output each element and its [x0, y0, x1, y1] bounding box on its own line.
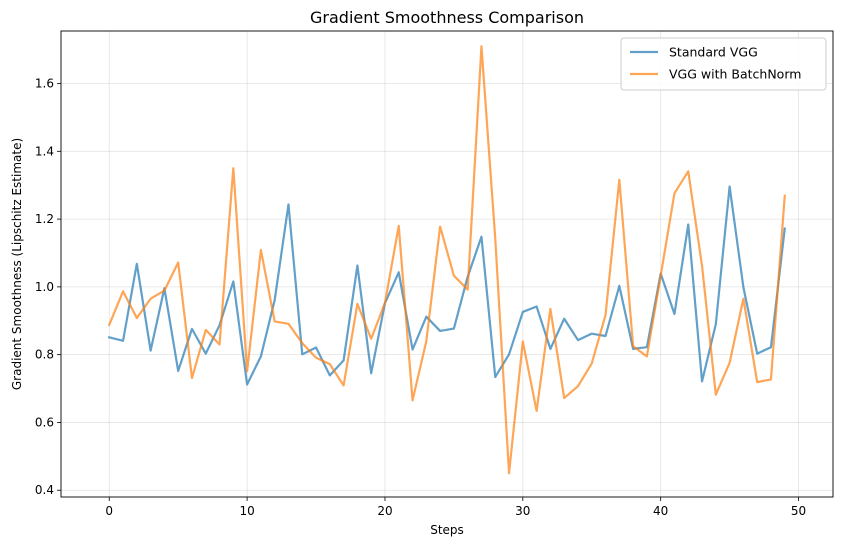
y-tick-label: 0.8	[35, 348, 54, 362]
y-axis-ticks: 0.4 0.6 0.8 1.0 1.2 1.4 1.6	[35, 77, 61, 497]
y-tick-label: 0.6	[35, 415, 54, 429]
legend-box	[620, 37, 827, 91]
y-tick-label: 1.4	[35, 144, 54, 158]
x-tick-label: 40	[653, 504, 668, 518]
y-tick-label: 1.2	[35, 212, 54, 226]
x-tick-label: 50	[791, 504, 806, 518]
x-tick-label: 0	[105, 504, 113, 518]
y-tick-label: 1.6	[35, 77, 54, 91]
chart-title: Gradient Smoothness Comparison	[310, 8, 584, 27]
series-layer	[107, 45, 786, 475]
legend: Standard VGG VGG with BatchNorm	[620, 37, 827, 91]
x-axis-ticks: 0 10 20 30 40 50	[105, 497, 806, 518]
y-tick-label: 1.0	[35, 280, 54, 294]
x-tick-label: 10	[239, 504, 254, 518]
plot-frame	[60, 30, 834, 498]
legend-label: Standard VGG	[669, 45, 758, 60]
y-tick-label: 0.4	[35, 483, 54, 497]
x-tick-label: 30	[515, 504, 530, 518]
legend-label: VGG with BatchNorm	[669, 67, 801, 82]
x-axis-label: Steps	[430, 523, 464, 537]
x-tick-label: 20	[377, 504, 392, 518]
y-axis-label: Gradient Smoothness (Lipschitz Estimate)	[10, 138, 24, 390]
series-line-2	[107, 45, 786, 475]
